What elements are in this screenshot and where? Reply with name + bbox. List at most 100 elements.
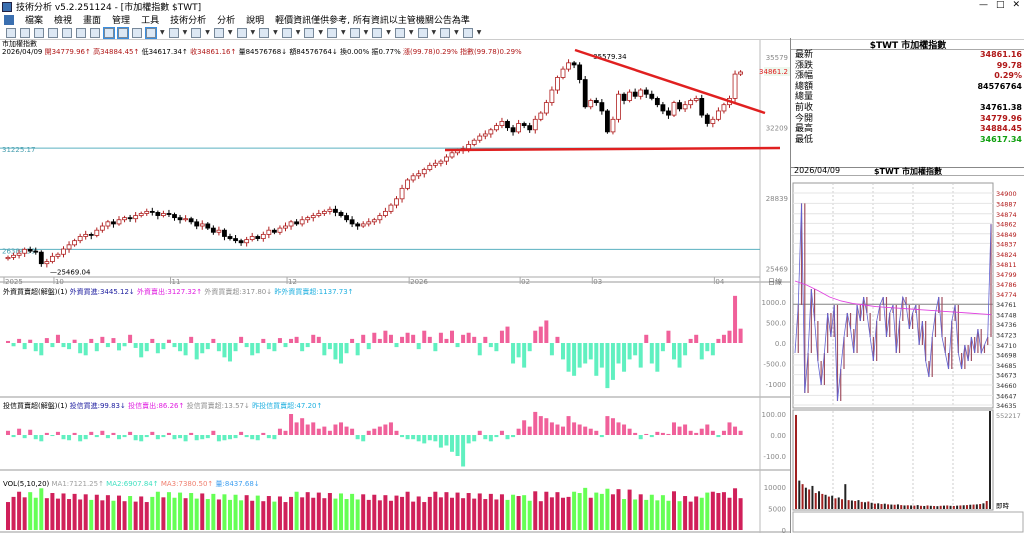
intraday-volume-bar (933, 505, 936, 509)
rect-tool-icon[interactable] (304, 27, 315, 38)
chart-d-tool-icon[interactable] (132, 27, 142, 38)
minimize-button[interactable]: — (978, 0, 988, 10)
gann-tool-icon[interactable] (259, 27, 270, 38)
dropdown-arrow-icon[interactable]: ▼ (160, 29, 165, 36)
menu-item-7[interactable]: 說明 (246, 16, 265, 26)
support-trendline[interactable] (444, 146, 781, 152)
candle-green-tool-icon[interactable] (76, 27, 86, 38)
trust-bar (139, 435, 144, 442)
dropdown-arrow-icon[interactable]: ▼ (341, 29, 346, 36)
foreign-bar (250, 343, 255, 356)
intraday-axis-tick: 34710 (996, 342, 1017, 350)
candle (188, 218, 194, 223)
dropdown-arrow-icon[interactable]: ▼ (182, 29, 188, 36)
volume-bar (67, 499, 72, 530)
close-button[interactable]: ✕ (1012, 0, 1020, 10)
pattern-tool-icon[interactable] (281, 27, 292, 38)
volume-bar (638, 494, 643, 530)
dropdown-arrow-icon[interactable]: ▼ (476, 29, 482, 36)
trust-bar (422, 435, 427, 444)
dropdown-arrow-icon[interactable]: ▼ (273, 29, 278, 36)
volume-bar (477, 493, 482, 530)
menu-item-8[interactable]: 輕價資訊僅供參考, 所有資訊以主管機關公告為準 (275, 16, 470, 26)
foreign-bar (289, 338, 294, 343)
trust-bar (416, 435, 421, 442)
menu-item-6[interactable]: 分析 (217, 16, 236, 26)
chart-c-tool-icon[interactable] (117, 26, 129, 39)
ellipse-tool-icon[interactable] (327, 27, 337, 38)
crosshair-tool-icon[interactable] (20, 27, 30, 38)
layout-tool-icon[interactable] (6, 27, 16, 38)
volume-bar (155, 491, 160, 530)
volume-bar (555, 492, 560, 530)
copy-tool-icon[interactable] (417, 27, 428, 38)
resistance-trendline[interactable] (574, 48, 766, 115)
volume-bar (472, 498, 477, 530)
dropdown-arrow-icon[interactable]: ▼ (318, 29, 323, 36)
dropdown-arrow-icon[interactable]: ▼ (295, 29, 301, 36)
menu-item-1[interactable]: 檢視 (54, 16, 73, 26)
candle (677, 102, 682, 110)
volume-bar (588, 497, 593, 530)
chart-b-tool-icon[interactable] (103, 26, 115, 39)
candle (127, 217, 133, 220)
title-bar: 技術分析 v5.2.251124 - [市加權指數 $TWT] — □ ✕ (0, 0, 1024, 13)
intraday-volume-bar (979, 504, 982, 509)
candle (305, 217, 311, 221)
quote-table: $TWT 市加權指數 最新 34861.16 漲跌 99.78 漲幅 0.29% 總額 845… (791, 38, 1024, 168)
trust-bar (544, 418, 549, 435)
foreign-bar (111, 338, 116, 343)
menu-item-3[interactable]: 管理 (112, 16, 131, 26)
period-label[interactable]: 日線 (768, 277, 782, 286)
menu-item-4[interactable]: 工具 (141, 16, 160, 26)
dropdown-arrow-icon[interactable]: ▼ (363, 29, 369, 36)
app-menu-icon[interactable] (4, 14, 14, 25)
intraday-price-line (794, 203, 992, 402)
candle (638, 89, 644, 97)
dropdown-arrow-icon[interactable]: ▼ (205, 29, 210, 36)
fan-tool-icon[interactable] (236, 27, 247, 38)
text-tool-icon[interactable] (349, 27, 360, 38)
foreign-bar (255, 343, 260, 354)
fib-tool-icon[interactable] (191, 27, 202, 38)
erase-a-tool-icon[interactable] (372, 27, 383, 38)
dropdown-arrow-icon[interactable]: ▼ (431, 29, 437, 36)
foreign-bar (11, 343, 16, 347)
trust-bar (22, 435, 27, 439)
chart-a-tool-icon[interactable] (90, 27, 100, 38)
foreign-bar (522, 343, 527, 368)
trust-bar (699, 428, 704, 435)
vline-tool-icon[interactable] (213, 27, 224, 38)
dropdown-arrow-icon[interactable]: ▼ (386, 29, 391, 36)
menu-item-5[interactable]: 技術分析 (170, 16, 207, 26)
trust-bar (566, 416, 571, 435)
candle (327, 208, 333, 212)
dropdown-arrow-icon[interactable]: ▼ (227, 29, 233, 36)
main-chart[interactable]: 3557932209288392546934861.231225.1726384… (0, 40, 790, 533)
erase-b-tool-icon[interactable] (394, 27, 405, 38)
intraday-volume-bar (883, 503, 886, 509)
palette-tool-icon[interactable] (440, 27, 451, 38)
menu-item-2[interactable]: 畫面 (83, 16, 102, 26)
symbol-name: 市加權指數 (2, 40, 37, 48)
foreign-bar (477, 343, 482, 356)
bar-tool-icon[interactable] (34, 27, 44, 38)
quote-row: 總量 (791, 92, 1024, 103)
candle-red-tool-icon[interactable] (62, 27, 72, 38)
maximize-button[interactable]: □ (995, 0, 1005, 10)
last-price-tag-bg (764, 67, 790, 77)
style-tool-icon[interactable] (48, 27, 58, 38)
dropdown-arrow-icon[interactable]: ▼ (408, 29, 414, 36)
draw-pen-tool-icon[interactable] (145, 26, 157, 39)
trust-bar (721, 430, 726, 435)
trust-bar (455, 435, 460, 456)
menu-item-0[interactable]: 檔案 (25, 16, 44, 26)
dropdown-arrow-icon[interactable]: ▼ (454, 29, 459, 36)
price-tick: 32209 (766, 125, 788, 133)
save-tool-icon[interactable] (462, 27, 473, 38)
foreign-bar (6, 340, 10, 343)
intraday-average-line (794, 280, 992, 316)
dropdown-arrow-icon[interactable]: ▼ (250, 29, 256, 36)
line-tool-icon[interactable] (168, 27, 179, 38)
